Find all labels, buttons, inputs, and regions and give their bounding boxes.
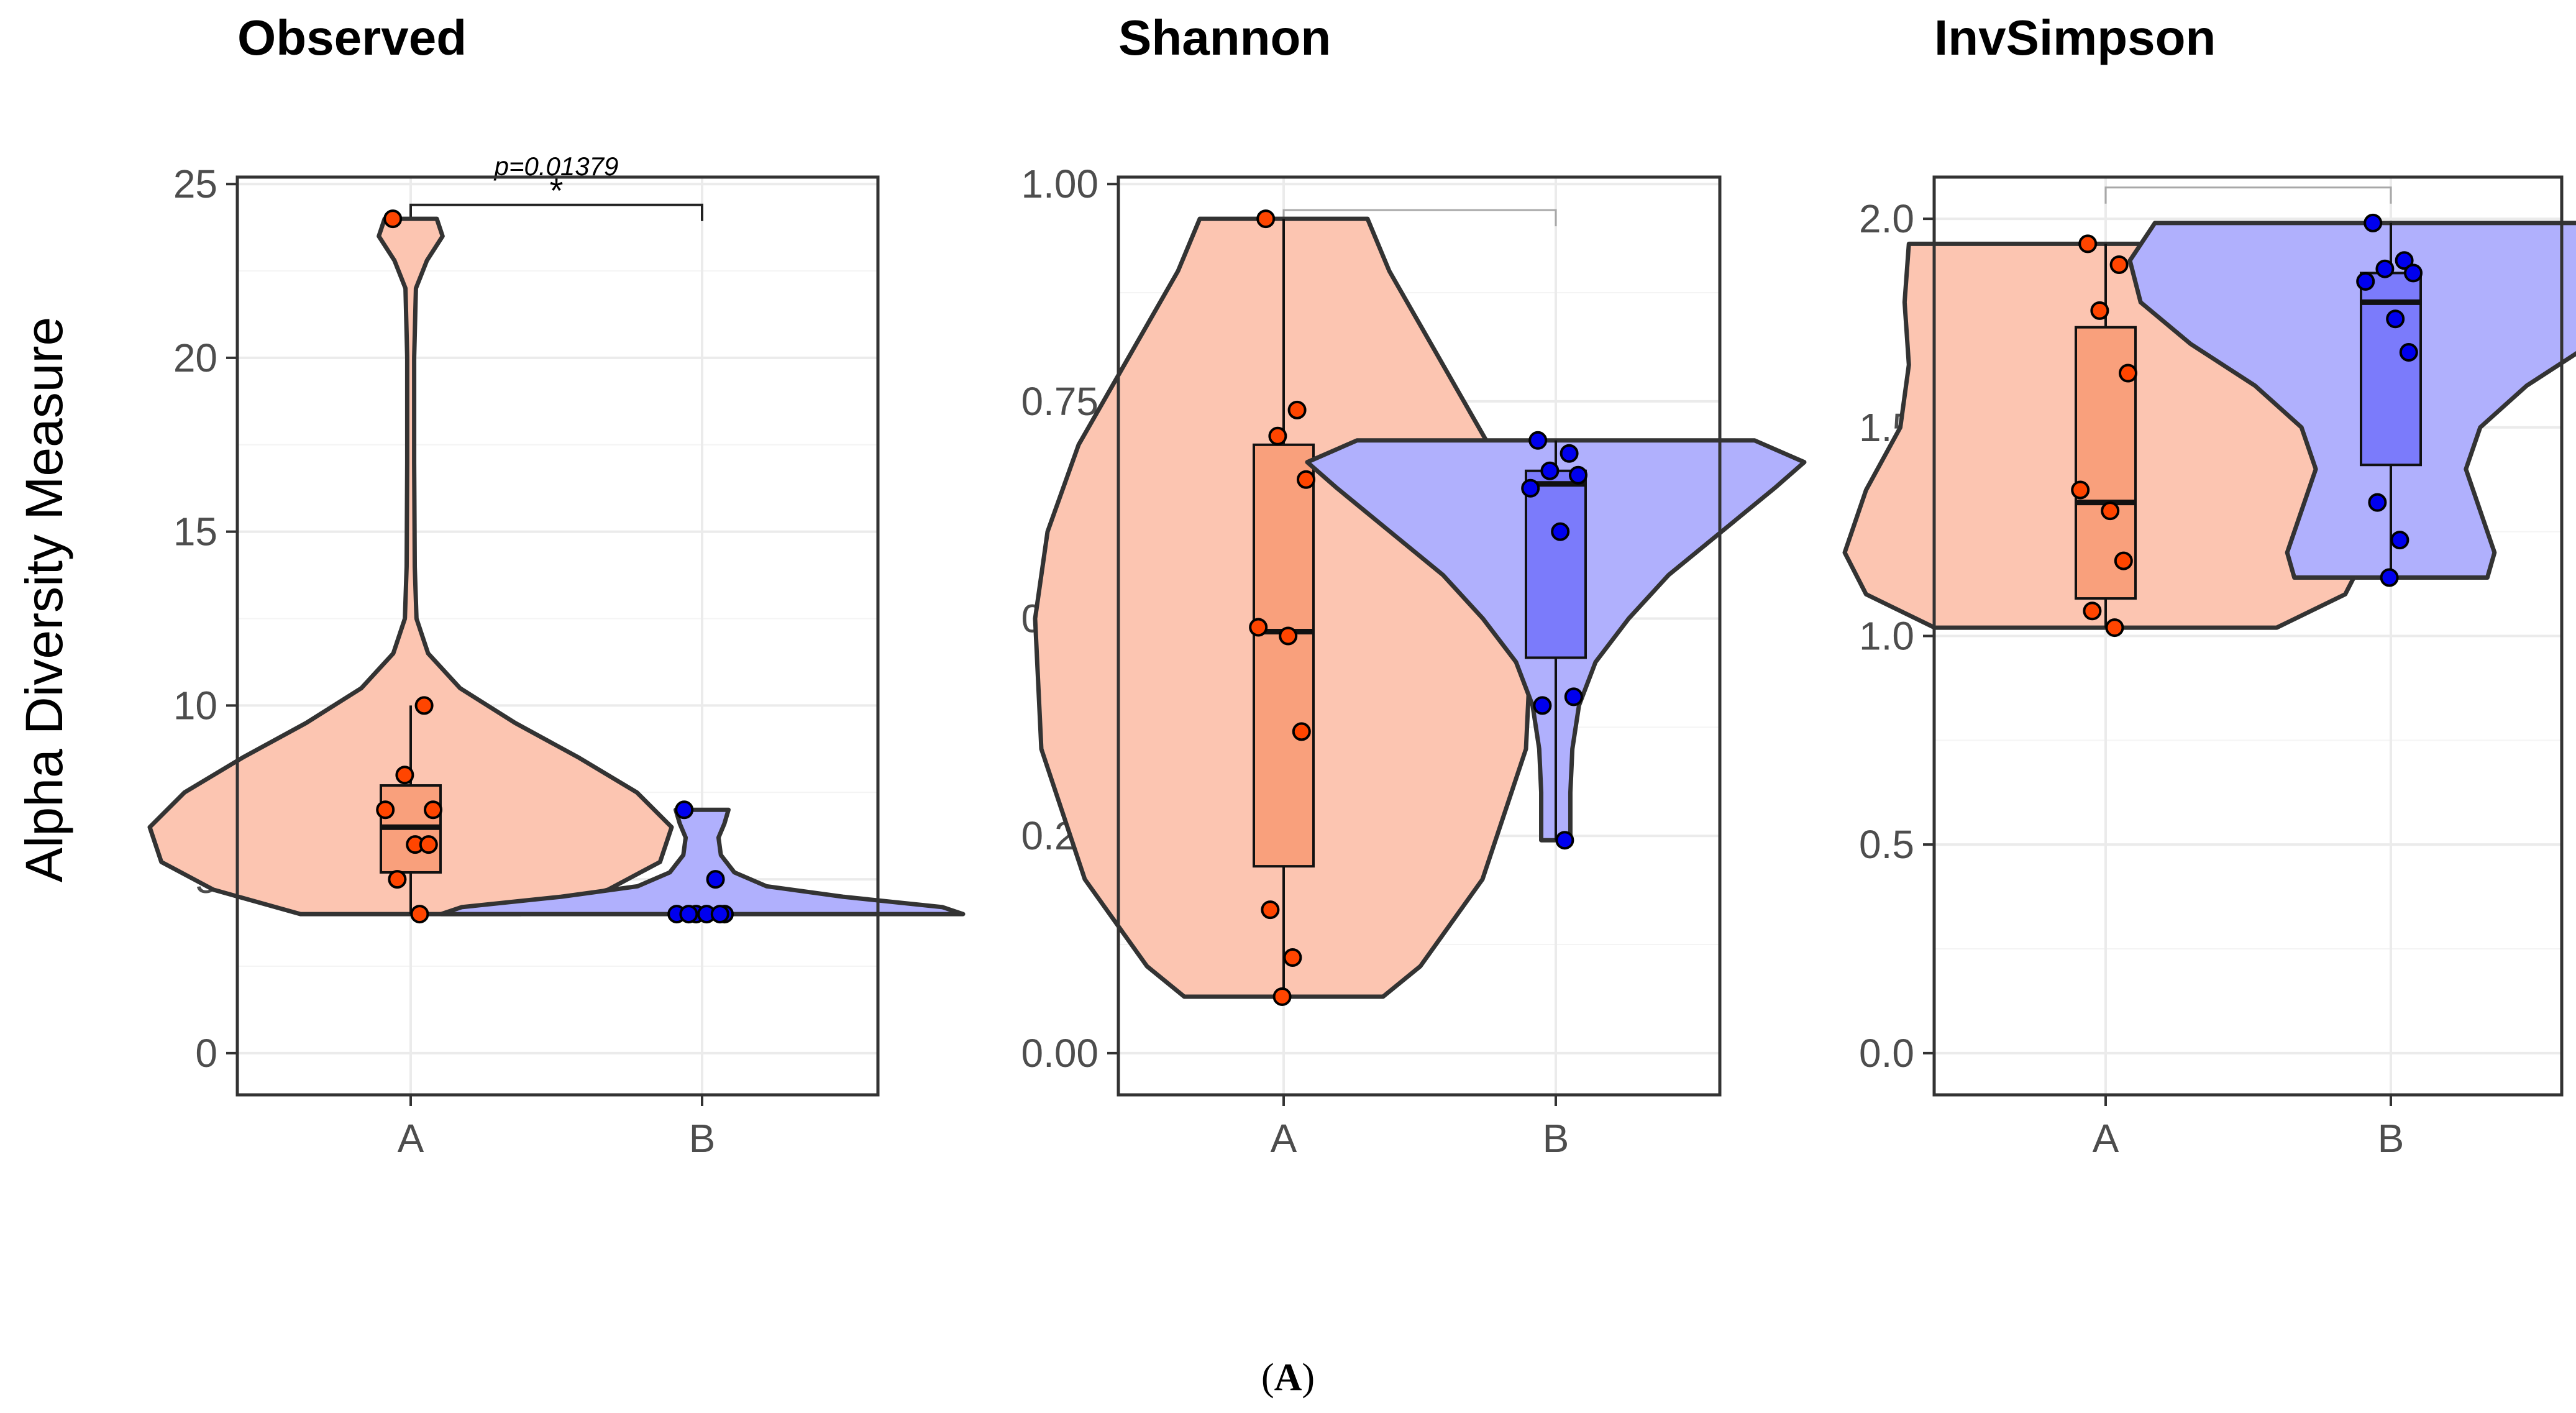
group-A [147, 209, 674, 924]
y-tick-label: 0.0 [1859, 1031, 1914, 1076]
data-point [1268, 426, 1287, 446]
y-tick-label: 15 [173, 510, 217, 554]
x-tick-label: B [689, 1116, 716, 1161]
data-point [395, 766, 414, 785]
data-point [1283, 948, 1302, 967]
data-point [2101, 501, 2120, 521]
data-point [1540, 461, 1560, 480]
y-tick-label: 25 [173, 162, 217, 206]
data-point [1555, 831, 1574, 850]
group-B [2127, 213, 2576, 587]
y-tick-label: 2.0 [1859, 196, 1914, 241]
chart-title: Shannon [1118, 10, 1331, 65]
y-tick-label: 20 [173, 336, 217, 380]
y-tick-label: 1.00 [1021, 162, 1098, 206]
data-point [1560, 444, 1579, 463]
data-point [1521, 478, 1540, 498]
data-point [2375, 259, 2395, 278]
panel-border [235, 175, 880, 1097]
data-point [1564, 687, 1583, 706]
data-point [2083, 601, 2102, 621]
data-point [2356, 272, 2375, 291]
data-point [1551, 522, 1570, 541]
x-tick-label: A [2093, 1116, 2119, 1161]
x-tick-label: A [1271, 1116, 1297, 1161]
figure-caption: (A) [1261, 1356, 1315, 1399]
panel-border [1117, 175, 1722, 1097]
x-tick-label: B [1543, 1116, 1569, 1161]
significance-bracket [2104, 186, 2392, 204]
data-point [2109, 255, 2129, 274]
group-B [1305, 431, 1807, 850]
significance-bracket [409, 203, 703, 221]
panels: Observed0510152025AB*p=0.01379Shannon0.0… [147, 10, 2576, 1161]
data-point [1261, 900, 1280, 920]
y-tick-label: 1.0 [1859, 614, 1914, 659]
y-tick-label: 0.5 [1859, 822, 1914, 867]
data-point [2399, 342, 2418, 362]
data-point [2368, 493, 2387, 512]
data-point [675, 800, 694, 820]
data-point [2364, 213, 2383, 232]
caption-close-paren: ) [1302, 1356, 1315, 1399]
panel-border [1932, 175, 2564, 1097]
group-A [1033, 209, 1535, 1006]
data-point [1297, 470, 1315, 489]
data-point [2090, 301, 2109, 320]
y-tick-label: 10 [173, 683, 217, 728]
data-point [2386, 309, 2405, 329]
y-axis-label: Alpha Diversity Measure [15, 317, 73, 882]
data-point [2105, 618, 2124, 638]
violin-A [147, 216, 674, 917]
x-tick-label: A [398, 1116, 424, 1161]
y-tick-label: 0 [195, 1031, 217, 1076]
data-point [414, 696, 434, 715]
data-point [1249, 618, 1268, 637]
chart-panel-1: Observed0510152025AB*p=0.01379 [147, 10, 966, 1161]
data-point [1533, 696, 1552, 715]
data-point [2395, 251, 2414, 270]
chart-title: Observed [237, 10, 467, 65]
chart-title: InvSimpson [1934, 10, 2216, 65]
data-point [1569, 465, 1587, 485]
data-point [2078, 234, 2098, 254]
data-point [2119, 364, 2137, 383]
data-point [1256, 209, 1276, 229]
data-point [424, 800, 442, 820]
data-point [410, 905, 429, 924]
data-point [1272, 987, 1292, 1006]
data-point [1292, 722, 1311, 741]
data-point [2114, 551, 2133, 570]
data-point [2404, 263, 2423, 283]
data-point [1279, 626, 1298, 646]
data-point [710, 905, 729, 924]
data-point [419, 835, 438, 854]
data-point [1528, 431, 1548, 450]
x-tick-label: B [2378, 1116, 2405, 1161]
data-point [383, 209, 403, 229]
caption-letter: A [1274, 1356, 1302, 1399]
violin-B [439, 807, 966, 917]
data-point [2071, 480, 2090, 500]
y-tick-label: 0.00 [1021, 1031, 1098, 1076]
caption-open-paren: ( [1261, 1356, 1274, 1399]
group-B [439, 800, 966, 924]
data-point [706, 870, 725, 889]
data-point [2380, 568, 2399, 587]
box-B [1525, 469, 1587, 659]
data-point [679, 905, 698, 924]
significance-marker: * [550, 171, 564, 210]
y-tick-label: 0.75 [1021, 379, 1098, 424]
data-point [1287, 400, 1307, 419]
data-point [376, 800, 395, 820]
data-point [2390, 531, 2409, 550]
data-point [388, 870, 407, 889]
box-A [1253, 443, 1315, 868]
